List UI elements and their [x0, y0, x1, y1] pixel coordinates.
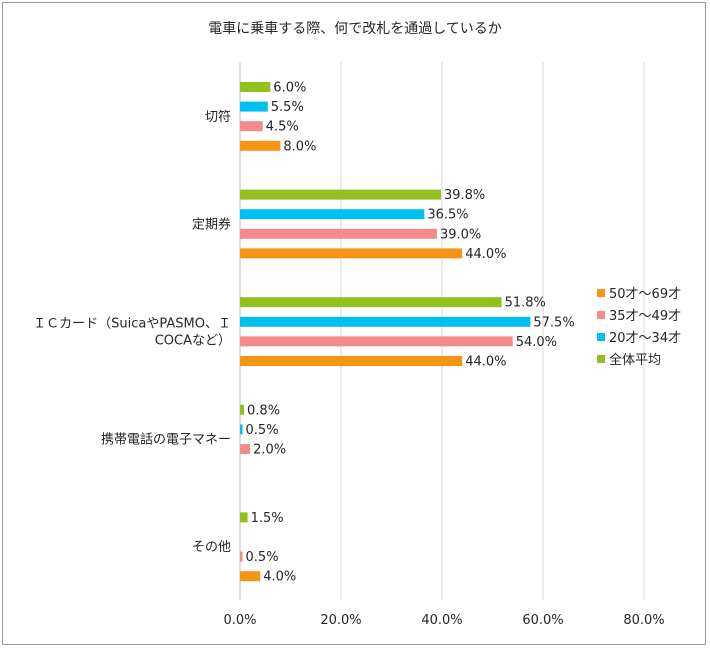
bar	[240, 297, 502, 308]
data-label: 0.8%	[247, 403, 280, 418]
category-label: COCAなど）	[155, 334, 231, 349]
bar	[240, 512, 248, 523]
bar	[240, 121, 263, 132]
data-label: 44.0%	[465, 355, 506, 370]
data-label: 6.0%	[273, 81, 306, 96]
legend-swatch	[597, 289, 605, 297]
bar	[240, 404, 245, 415]
chart-title: 電車に乗車する際、何で改札を通過しているか	[208, 20, 502, 37]
category-label: ＩＣカード（SuicaやPASMO、Ｉ	[33, 317, 231, 332]
x-tick-label: 60.0%	[522, 613, 563, 628]
legend-swatch	[597, 355, 605, 363]
bar	[240, 189, 441, 200]
data-label: 4.0%	[263, 570, 296, 585]
legend-swatch	[597, 311, 605, 319]
bar	[240, 140, 281, 151]
bar	[240, 101, 268, 112]
bar	[240, 444, 251, 454]
bar	[240, 424, 243, 435]
bar	[240, 336, 513, 347]
bar	[240, 356, 463, 366]
grid	[239, 62, 645, 600]
data-label: 4.5%	[266, 120, 299, 135]
data-label: 39.0%	[440, 227, 481, 242]
bars	[240, 82, 531, 582]
data-label: 54.0%	[516, 335, 557, 350]
legend-label: 20才～34才	[609, 331, 681, 346]
data-label: 1.5%	[251, 511, 284, 526]
data-label: 8.0%	[283, 139, 316, 154]
data-label: 39.8%	[444, 188, 485, 203]
data-label: 0.5%	[246, 550, 279, 565]
data-label: 44.0%	[465, 247, 506, 262]
category-label: 携帯電話の電子マネー	[101, 432, 231, 448]
data-label: 57.5%	[533, 315, 574, 330]
bar	[240, 571, 261, 582]
data-label: 5.5%	[271, 100, 304, 115]
legend-swatch	[597, 333, 605, 341]
bar	[240, 228, 437, 239]
x-tick-label: 80.0%	[623, 613, 664, 628]
bar	[240, 209, 425, 220]
bar	[240, 316, 531, 327]
x-tick-label: 40.0%	[421, 613, 462, 628]
x-tick-label: 20.0%	[320, 613, 361, 628]
bar	[240, 82, 271, 92]
data-label: 0.5%	[246, 423, 279, 438]
legend-label: 35才～49才	[609, 309, 681, 324]
category-label: その他	[192, 540, 231, 555]
legend-label: 全体平均	[609, 352, 661, 368]
category-label: 切符	[205, 109, 231, 125]
x-tick-label: 0.0%	[223, 613, 256, 628]
data-label: 36.5%	[427, 208, 468, 223]
bar	[240, 551, 243, 562]
bar	[240, 248, 463, 259]
legend-label: 50才～69才	[609, 287, 681, 302]
data-label: 2.0%	[253, 443, 286, 458]
data-labels: 6.0% 5.5% 4.5% 8.0% 39.8% 36.5% 39.0% 44.0% 51.8…	[246, 81, 575, 585]
category-label: 定期券	[192, 216, 231, 232]
data-label: 51.8%	[505, 296, 546, 311]
x-tick-labels: 0.0% 20.0% 40.0% 60.0% 80.0%	[223, 613, 664, 628]
